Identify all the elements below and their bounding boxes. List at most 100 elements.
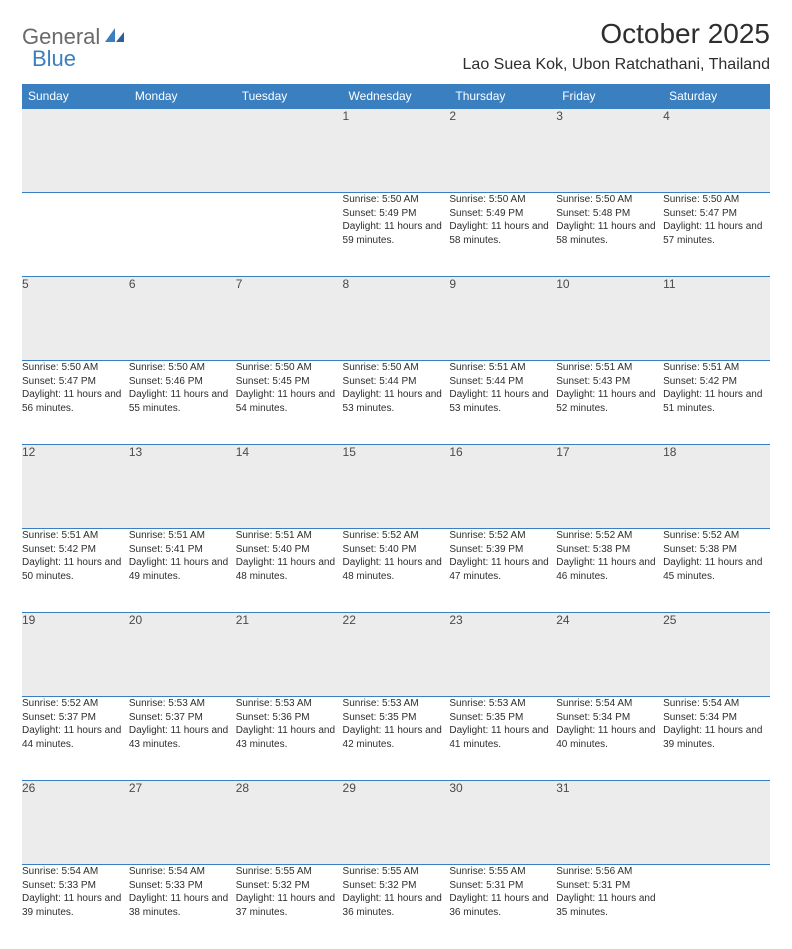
- day-number-cell: 25: [663, 613, 770, 697]
- sunset-text: Sunset: 5:45 PM: [236, 375, 343, 389]
- daylight-text: Daylight: 11 hours and 36 minutes.: [343, 892, 450, 919]
- day-info-cell: Sunrise: 5:51 AMSunset: 5:44 PMDaylight:…: [449, 361, 556, 445]
- daylight-text: Daylight: 11 hours and 35 minutes.: [556, 892, 663, 919]
- day-info-cell: Sunrise: 5:50 AMSunset: 5:49 PMDaylight:…: [343, 193, 450, 277]
- sunrise-text: Sunrise: 5:56 AM: [556, 865, 663, 879]
- sunrise-text: Sunrise: 5:50 AM: [343, 193, 450, 207]
- sunset-text: Sunset: 5:47 PM: [663, 207, 770, 221]
- day-number-cell: 26: [22, 781, 129, 865]
- month-title: October 2025: [463, 18, 770, 50]
- sunset-text: Sunset: 5:37 PM: [22, 711, 129, 725]
- weekday-header: Wednesday: [343, 84, 450, 109]
- day-info-cell: Sunrise: 5:53 AMSunset: 5:37 PMDaylight:…: [129, 697, 236, 781]
- logo-text-blue: Blue: [32, 46, 76, 72]
- sunrise-text: Sunrise: 5:50 AM: [236, 361, 343, 375]
- day-number-cell: 4: [663, 109, 770, 193]
- daylight-text: Daylight: 11 hours and 44 minutes.: [22, 724, 129, 751]
- day-number-cell: 30: [449, 781, 556, 865]
- daylight-text: Daylight: 11 hours and 43 minutes.: [236, 724, 343, 751]
- sunrise-text: Sunrise: 5:54 AM: [663, 697, 770, 711]
- day-info-cell: Sunrise: 5:50 AMSunset: 5:48 PMDaylight:…: [556, 193, 663, 277]
- day-number-row: 12131415161718: [22, 445, 770, 529]
- sunset-text: Sunset: 5:43 PM: [556, 375, 663, 389]
- sunrise-text: Sunrise: 5:53 AM: [449, 697, 556, 711]
- day-info-cell: Sunrise: 5:52 AMSunset: 5:39 PMDaylight:…: [449, 529, 556, 613]
- daylight-text: Daylight: 11 hours and 57 minutes.: [663, 220, 770, 247]
- day-info-cell: Sunrise: 5:54 AMSunset: 5:33 PMDaylight:…: [22, 865, 129, 949]
- weekday-header: Thursday: [449, 84, 556, 109]
- sunset-text: Sunset: 5:48 PM: [556, 207, 663, 221]
- sunset-text: Sunset: 5:31 PM: [556, 879, 663, 893]
- sunset-text: Sunset: 5:32 PM: [236, 879, 343, 893]
- sunset-text: Sunset: 5:36 PM: [236, 711, 343, 725]
- logo-sail-icon: [104, 26, 126, 49]
- daylight-text: Daylight: 11 hours and 43 minutes.: [129, 724, 236, 751]
- day-info-cell: Sunrise: 5:51 AMSunset: 5:42 PMDaylight:…: [663, 361, 770, 445]
- day-info-cell: Sunrise: 5:52 AMSunset: 5:38 PMDaylight:…: [556, 529, 663, 613]
- sunset-text: Sunset: 5:41 PM: [129, 543, 236, 557]
- day-number-cell: 18: [663, 445, 770, 529]
- daylight-text: Daylight: 11 hours and 36 minutes.: [449, 892, 556, 919]
- day-number-cell: 6: [129, 277, 236, 361]
- sunset-text: Sunset: 5:35 PM: [343, 711, 450, 725]
- day-number-cell: 1: [343, 109, 450, 193]
- day-info-row: Sunrise: 5:52 AMSunset: 5:37 PMDaylight:…: [22, 697, 770, 781]
- daylight-text: Daylight: 11 hours and 41 minutes.: [449, 724, 556, 751]
- daylight-text: Daylight: 11 hours and 39 minutes.: [22, 892, 129, 919]
- sunset-text: Sunset: 5:32 PM: [343, 879, 450, 893]
- day-info-cell: Sunrise: 5:50 AMSunset: 5:46 PMDaylight:…: [129, 361, 236, 445]
- day-info-cell: Sunrise: 5:51 AMSunset: 5:40 PMDaylight:…: [236, 529, 343, 613]
- daylight-text: Daylight: 11 hours and 53 minutes.: [449, 388, 556, 415]
- sunrise-text: Sunrise: 5:54 AM: [22, 865, 129, 879]
- sunrise-text: Sunrise: 5:55 AM: [236, 865, 343, 879]
- day-info-cell: Sunrise: 5:51 AMSunset: 5:42 PMDaylight:…: [22, 529, 129, 613]
- day-number-cell: 14: [236, 445, 343, 529]
- sunrise-text: Sunrise: 5:52 AM: [449, 529, 556, 543]
- day-number-cell: 24: [556, 613, 663, 697]
- day-info-cell: Sunrise: 5:52 AMSunset: 5:40 PMDaylight:…: [343, 529, 450, 613]
- sunset-text: Sunset: 5:49 PM: [343, 207, 450, 221]
- day-info-cell: Sunrise: 5:54 AMSunset: 5:34 PMDaylight:…: [556, 697, 663, 781]
- sunrise-text: Sunrise: 5:51 AM: [22, 529, 129, 543]
- sunset-text: Sunset: 5:47 PM: [22, 375, 129, 389]
- day-number-cell: 5: [22, 277, 129, 361]
- day-info-cell: Sunrise: 5:52 AMSunset: 5:38 PMDaylight:…: [663, 529, 770, 613]
- calendar-body: 1234Sunrise: 5:50 AMSunset: 5:49 PMDayli…: [22, 109, 770, 949]
- daylight-text: Daylight: 11 hours and 53 minutes.: [343, 388, 450, 415]
- day-info-cell: Sunrise: 5:55 AMSunset: 5:32 PMDaylight:…: [343, 865, 450, 949]
- weekday-header: Saturday: [663, 84, 770, 109]
- day-number-cell: [236, 109, 343, 193]
- sunrise-text: Sunrise: 5:51 AM: [556, 361, 663, 375]
- day-number-cell: 21: [236, 613, 343, 697]
- sunrise-text: Sunrise: 5:55 AM: [449, 865, 556, 879]
- day-info-cell: Sunrise: 5:55 AMSunset: 5:31 PMDaylight:…: [449, 865, 556, 949]
- sunrise-text: Sunrise: 5:52 AM: [663, 529, 770, 543]
- day-info-cell: [129, 193, 236, 277]
- day-info-cell: Sunrise: 5:54 AMSunset: 5:34 PMDaylight:…: [663, 697, 770, 781]
- day-number-cell: 22: [343, 613, 450, 697]
- day-info-cell: [663, 865, 770, 949]
- day-info-cell: Sunrise: 5:56 AMSunset: 5:31 PMDaylight:…: [556, 865, 663, 949]
- sunset-text: Sunset: 5:34 PM: [663, 711, 770, 725]
- daylight-text: Daylight: 11 hours and 48 minutes.: [343, 556, 450, 583]
- day-number-cell: [129, 109, 236, 193]
- day-number-cell: 2: [449, 109, 556, 193]
- day-info-cell: Sunrise: 5:51 AMSunset: 5:41 PMDaylight:…: [129, 529, 236, 613]
- daylight-text: Daylight: 11 hours and 58 minutes.: [449, 220, 556, 247]
- day-info-cell: [236, 193, 343, 277]
- weekday-header: Monday: [129, 84, 236, 109]
- title-block: October 2025 Lao Suea Kok, Ubon Ratchath…: [463, 18, 770, 74]
- day-info-cell: Sunrise: 5:50 AMSunset: 5:49 PMDaylight:…: [449, 193, 556, 277]
- sunrise-text: Sunrise: 5:54 AM: [556, 697, 663, 711]
- day-number-cell: 7: [236, 277, 343, 361]
- daylight-text: Daylight: 11 hours and 40 minutes.: [556, 724, 663, 751]
- daylight-text: Daylight: 11 hours and 45 minutes.: [663, 556, 770, 583]
- day-info-cell: Sunrise: 5:50 AMSunset: 5:47 PMDaylight:…: [663, 193, 770, 277]
- day-number-cell: 31: [556, 781, 663, 865]
- sunset-text: Sunset: 5:44 PM: [343, 375, 450, 389]
- day-info-cell: Sunrise: 5:50 AMSunset: 5:45 PMDaylight:…: [236, 361, 343, 445]
- header: General October 2025 Lao Suea Kok, Ubon …: [22, 18, 770, 74]
- day-info-row: Sunrise: 5:51 AMSunset: 5:42 PMDaylight:…: [22, 529, 770, 613]
- day-number-row: 567891011: [22, 277, 770, 361]
- day-info-cell: Sunrise: 5:55 AMSunset: 5:32 PMDaylight:…: [236, 865, 343, 949]
